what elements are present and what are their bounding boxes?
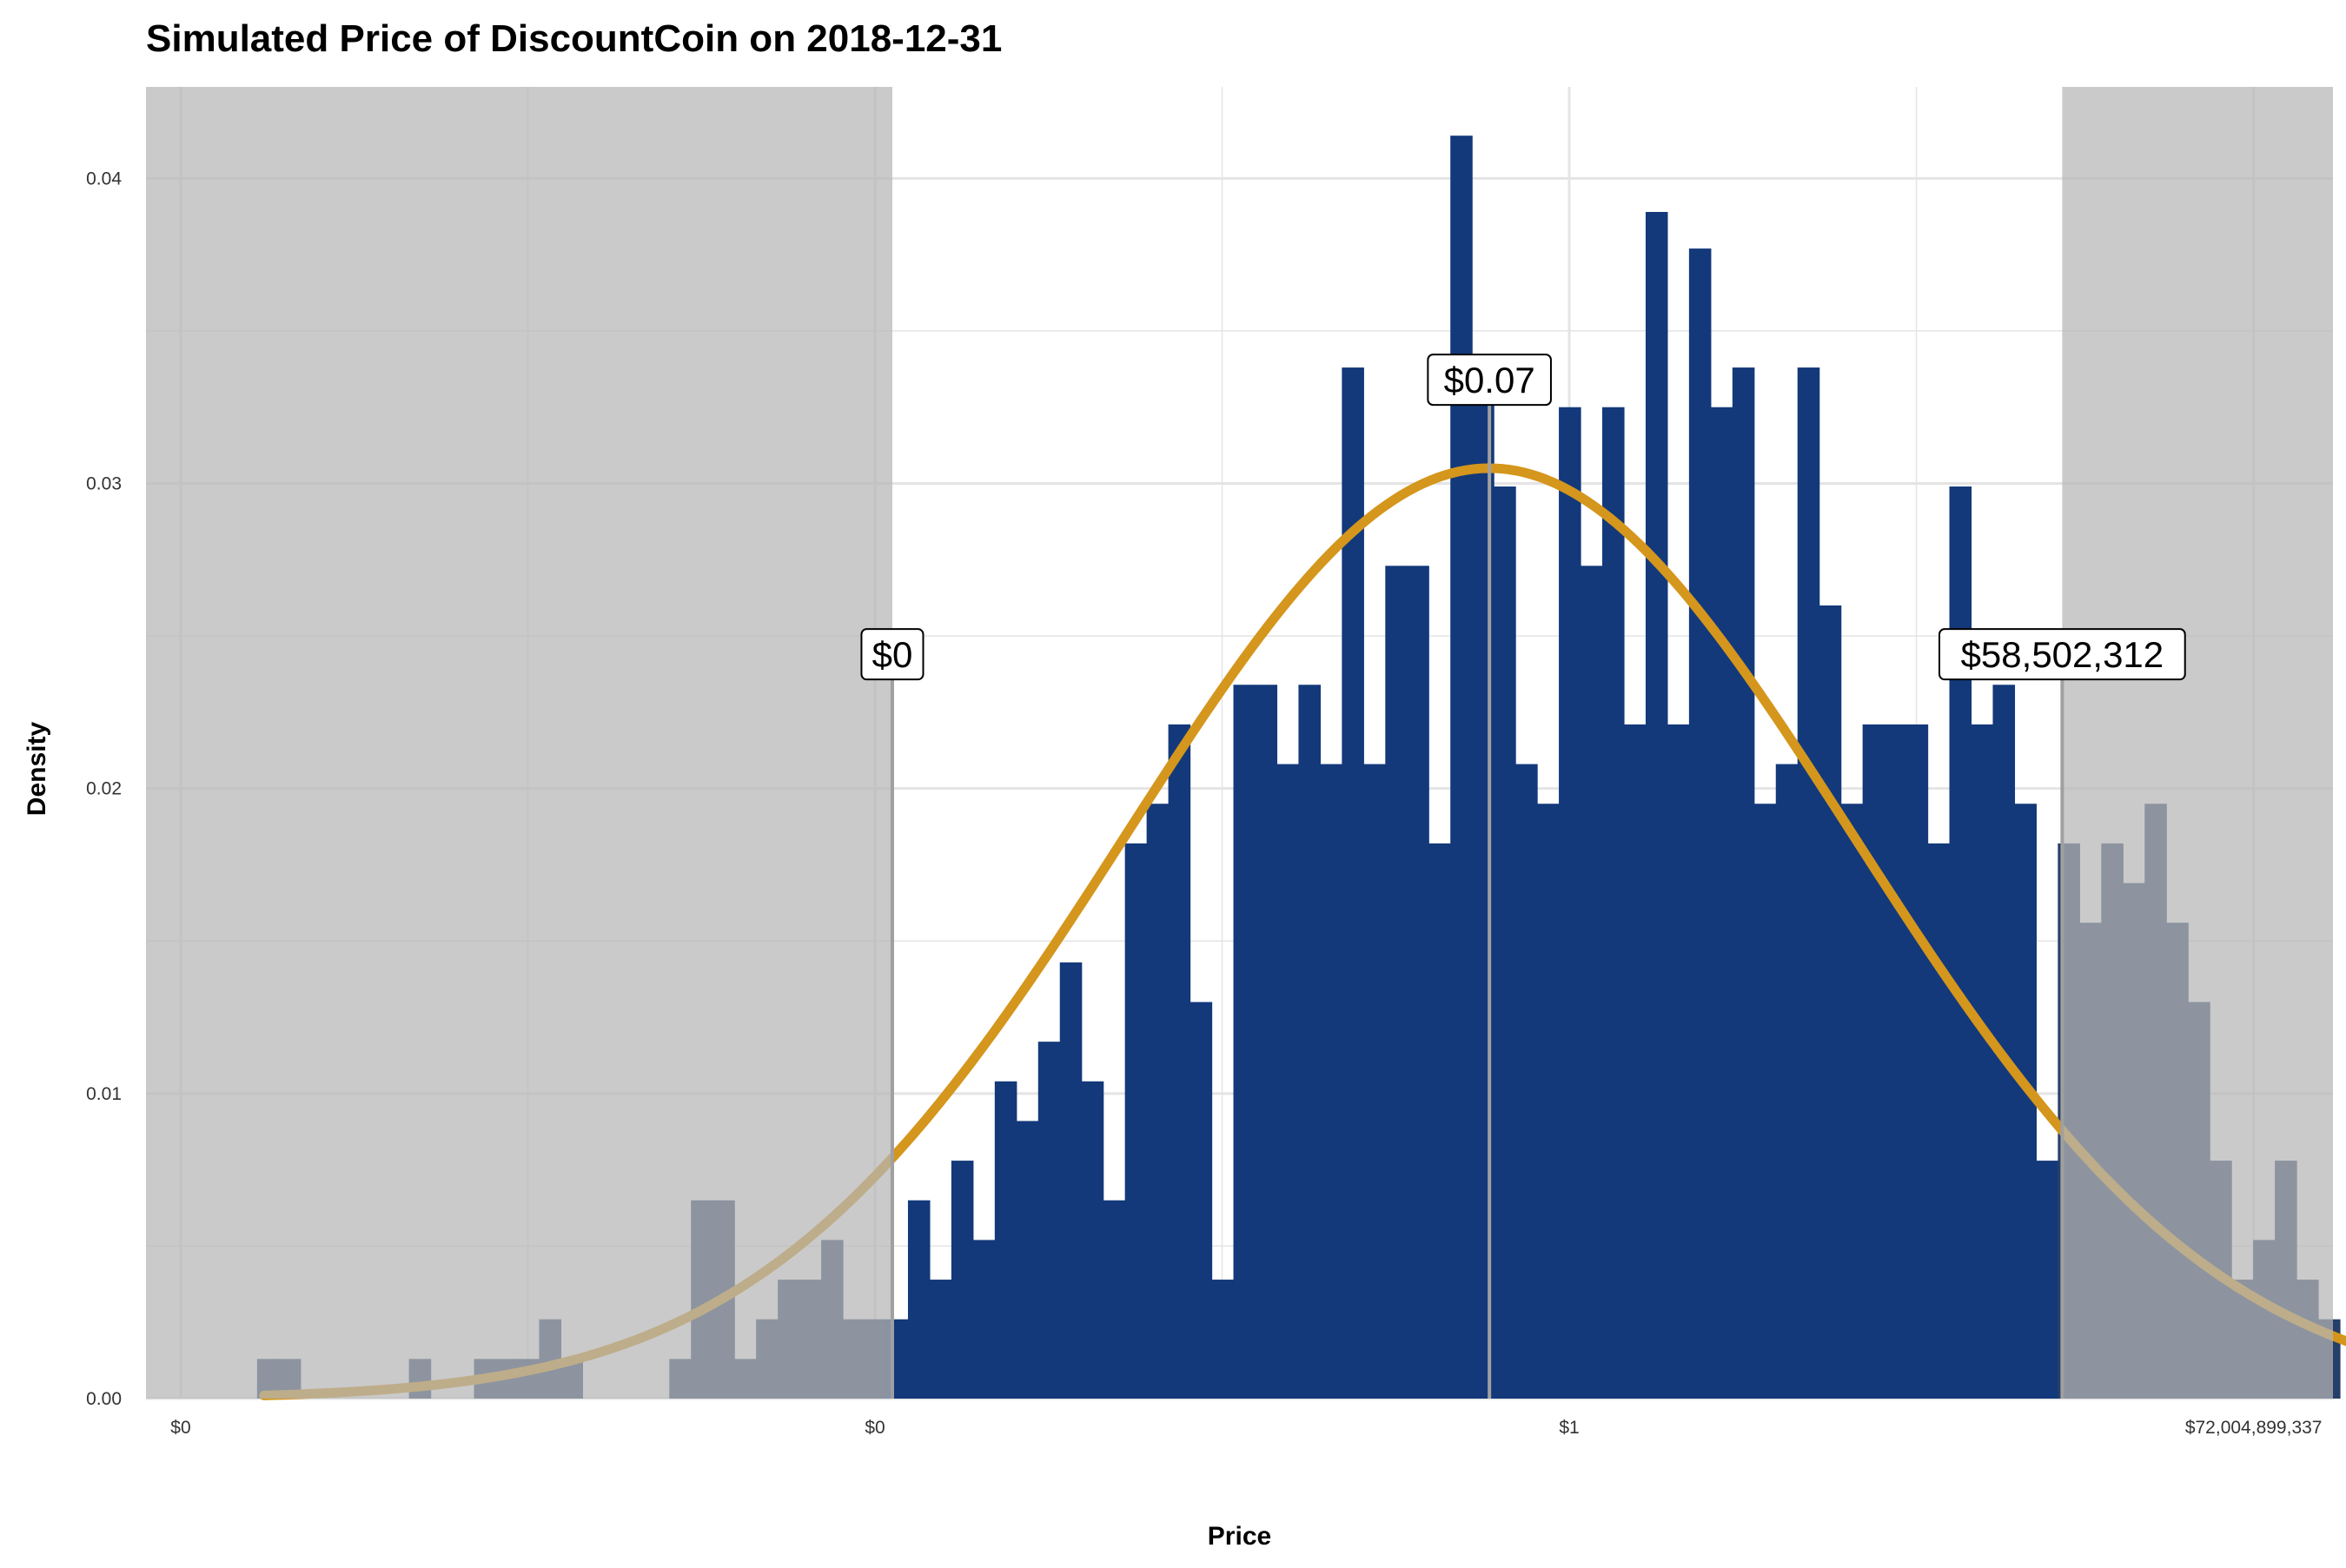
x-tick-label: $1 — [1559, 1418, 1579, 1438]
histogram-bar — [1298, 685, 1321, 1399]
histogram-bar — [1320, 764, 1342, 1399]
histogram-bar — [1363, 764, 1386, 1399]
histogram-bar — [1623, 724, 1647, 1399]
histogram-bar — [1037, 1042, 1061, 1399]
annotation-box — [1427, 354, 1552, 407]
histogram-bar — [1581, 566, 1603, 1399]
histogram-bar — [1905, 724, 1929, 1399]
y-axis-label: Density — [23, 722, 51, 817]
shaded-left-tail — [146, 87, 892, 1399]
histogram-bar — [1537, 804, 1560, 1399]
histogram-bar — [907, 1200, 931, 1399]
histogram-bar — [1797, 367, 1820, 1399]
histogram-bar — [1081, 1081, 1104, 1399]
histogram-bar — [1559, 407, 1581, 1399]
annotation-text: $0 — [872, 634, 913, 675]
histogram-bar — [1211, 1280, 1235, 1399]
histogram-bar — [1862, 724, 1885, 1399]
histogram-bar — [1385, 566, 1408, 1399]
histogram-bar — [1710, 407, 1733, 1399]
x-tick-label: $72,004,899,337 — [2185, 1418, 2323, 1438]
histogram-bar — [972, 1240, 996, 1399]
histogram-bar — [1971, 724, 1994, 1399]
histogram-bar — [1103, 1200, 1126, 1399]
histogram-bar — [1688, 248, 1712, 1399]
histogram-bar — [1407, 566, 1429, 1399]
chart-title: Simulated Price of DiscountCoin on 2018-… — [146, 17, 1003, 60]
histogram-bar — [1059, 962, 1083, 1399]
histogram-bar — [1602, 407, 1625, 1399]
histogram-bar — [1276, 764, 1300, 1399]
annotation-box — [1938, 628, 2186, 681]
histogram-bar — [1645, 211, 1668, 1399]
histogram-bar — [994, 1081, 1017, 1399]
histogram-bar — [1190, 1002, 1213, 1399]
annotation-label: $0.07 — [1427, 354, 1552, 407]
x-axis-label: Price — [1208, 1522, 1271, 1551]
histogram-bar — [1927, 843, 1951, 1399]
histogram-bar — [1840, 804, 1864, 1399]
y-tick-label: 0.00 — [86, 1389, 122, 1409]
histogram-bar — [1667, 724, 1690, 1399]
histogram-bar — [1949, 486, 1972, 1399]
histogram-bar — [951, 1161, 974, 1399]
histogram-bar — [1146, 804, 1170, 1399]
histogram-bar — [2036, 1161, 2058, 1399]
histogram-bar — [1124, 843, 1148, 1399]
y-tick-label: 0.02 — [86, 779, 122, 799]
histogram-bar — [1732, 367, 1755, 1399]
histogram-bar — [1515, 764, 1538, 1399]
histogram-bar — [1168, 724, 1191, 1399]
histogram-bar — [1016, 1121, 1039, 1399]
shaded-right-tail — [2062, 87, 2333, 1399]
y-tick-label: 0.01 — [86, 1084, 122, 1104]
histogram-bar — [1884, 724, 1907, 1399]
y-tick-label: 0.03 — [86, 474, 122, 494]
y-tick-label: 0.04 — [86, 169, 122, 189]
annotation-text: $58,502,312 — [1961, 634, 2164, 675]
histogram-bar — [1753, 804, 1777, 1399]
annotation-label: $0 — [860, 628, 924, 681]
annotation-label: $58,502,312 — [1938, 628, 2186, 681]
annotation-text: $0.07 — [1444, 360, 1535, 400]
histogram-bar — [1428, 843, 1451, 1399]
annotation-box — [860, 628, 924, 681]
histogram-bar — [1775, 764, 1799, 1399]
histogram-bar — [1819, 605, 1842, 1399]
histogram-bar — [1255, 685, 1278, 1399]
histogram-bar — [1233, 685, 1256, 1399]
histogram-bar — [929, 1280, 952, 1399]
x-tick-label: $0 — [865, 1418, 885, 1438]
histogram-bar — [1450, 136, 1473, 1399]
histogram-bar — [1494, 486, 1516, 1399]
x-tick-label: $0 — [170, 1418, 190, 1438]
